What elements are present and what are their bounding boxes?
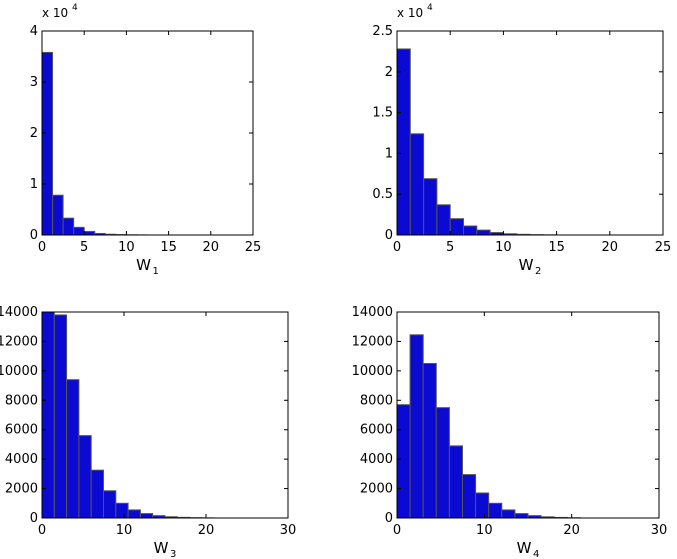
- y-tick-label: 8000: [5, 393, 38, 408]
- x-tick-label: 20: [198, 523, 215, 538]
- x-axis-label: W: [519, 256, 534, 274]
- x-tick-label: 20: [602, 240, 619, 255]
- x-axis-label-subscript: 1: [153, 266, 159, 277]
- x-tick-label: 10: [116, 523, 133, 538]
- histogram-bar: [448, 445, 463, 519]
- x-tick-label: 25: [655, 240, 672, 255]
- histogram-bar: [127, 509, 141, 519]
- histogram-bar: [488, 502, 503, 519]
- y-tick-label: 2000: [360, 482, 393, 497]
- histogram-bar: [422, 363, 437, 519]
- histogram-bar: [409, 334, 424, 519]
- histogram-bar: [449, 218, 465, 236]
- x-tick-label: 15: [160, 240, 177, 255]
- histogram-bar: [41, 51, 54, 236]
- histogram-bar: [463, 225, 478, 236]
- chart-panel-3: 0 10 20 30 0 2000 4000 6000 8000 10000 12000 14000 W…: [0, 305, 296, 559]
- x-tick-label: 0: [393, 240, 401, 255]
- y-tick-label: 3: [30, 75, 38, 90]
- x-tick-label: 20: [563, 523, 580, 538]
- y-tick-label: 1: [30, 177, 38, 192]
- y-exponent-label: x 10: [397, 6, 423, 20]
- histogram-bar: [103, 490, 117, 519]
- histogram-bar: [62, 217, 75, 236]
- y-tick-label: 4: [30, 24, 38, 39]
- y-tick-label: 14000: [352, 305, 393, 320]
- y-tick-label: 2000: [5, 482, 38, 497]
- y-tick-label: 1: [385, 146, 393, 161]
- y-tick-label: 6000: [5, 423, 38, 438]
- histogram-bar: [436, 204, 451, 236]
- x-axis-label: W: [136, 256, 151, 274]
- y-tick-label: 2: [30, 126, 38, 141]
- histogram-bar: [73, 226, 85, 236]
- x-tick-label: 30: [280, 523, 297, 538]
- chart-panel-4: 0 10 20 30 0 2000 4000 6000 8000 10000 12000 14000 W…: [352, 305, 668, 559]
- y-tick-label: 6000: [360, 423, 393, 438]
- histogram-bar: [409, 133, 425, 236]
- y-exponent-power: 4: [72, 3, 78, 13]
- histogram-bar: [514, 513, 529, 519]
- x-tick-label: 10: [476, 523, 493, 538]
- x-tick-label: 20: [203, 240, 220, 255]
- histogram-bar: [139, 513, 154, 519]
- x-tick-label: 10: [495, 240, 512, 255]
- axes-frame: [396, 311, 660, 519]
- y-tick-label: 10000: [0, 364, 38, 379]
- y-tick-label: 10000: [352, 364, 393, 379]
- histogram-bar: [53, 314, 68, 519]
- histogram-bar: [423, 178, 438, 236]
- y-exponent-label: x 10: [42, 6, 68, 20]
- x-tick-label: 15: [548, 240, 565, 255]
- y-tick-label: 2: [385, 65, 393, 80]
- histogram-bar: [462, 474, 477, 519]
- histogram-bar: [115, 502, 129, 519]
- x-axis-label: W: [517, 539, 532, 557]
- y-tick-label: 0.5: [372, 187, 393, 202]
- y-tick-label: 2.5: [372, 24, 393, 39]
- y-tick-label: 12000: [0, 334, 38, 349]
- x-tick-label: 0: [393, 523, 401, 538]
- x-axis-label-subscript: 3: [170, 549, 176, 559]
- x-axis-label-subscript: 2: [535, 266, 541, 277]
- y-tick-label: 1.5: [372, 106, 393, 121]
- histogram-bar: [90, 469, 104, 519]
- histogram-bar: [396, 404, 411, 519]
- axes-frame: [41, 311, 289, 519]
- axes-frame: [396, 30, 664, 236]
- x-axis-label-subscript: 4: [533, 549, 539, 559]
- x-tick-label: 5: [80, 240, 88, 255]
- y-exponent-power: 4: [427, 3, 433, 13]
- x-tick-label: 0: [38, 240, 46, 255]
- histogram-bar: [83, 230, 96, 236]
- histogram-bar: [66, 379, 80, 519]
- y-tick-label: 0: [30, 511, 38, 526]
- x-axis-label: W: [154, 539, 169, 557]
- histogram-bar: [475, 492, 490, 519]
- x-tick-label: 25: [245, 240, 262, 255]
- x-tick-label: 5: [446, 240, 454, 255]
- x-tick-label: 10: [118, 240, 135, 255]
- y-tick-label: 4000: [5, 452, 38, 467]
- y-tick-label: 0: [385, 511, 393, 526]
- histogram-bar: [78, 435, 92, 519]
- histogram-bar: [41, 311, 55, 519]
- x-tick-label: 0: [38, 523, 46, 538]
- y-tick-label: 4000: [360, 452, 393, 467]
- axes-frame: [41, 30, 254, 236]
- x-tick-label: 30: [651, 523, 668, 538]
- histogram-bar: [435, 407, 450, 519]
- histogram-bar: [396, 48, 411, 236]
- histogram-bar: [476, 229, 491, 236]
- y-tick-label: 12000: [352, 334, 393, 349]
- y-tick-label: 0: [30, 228, 38, 243]
- y-tick-label: 0: [385, 228, 393, 243]
- histogram-bar: [52, 194, 64, 236]
- histogram-bar: [501, 509, 516, 519]
- y-tick-label: 14000: [0, 305, 38, 320]
- y-tick-label: 8000: [360, 393, 393, 408]
